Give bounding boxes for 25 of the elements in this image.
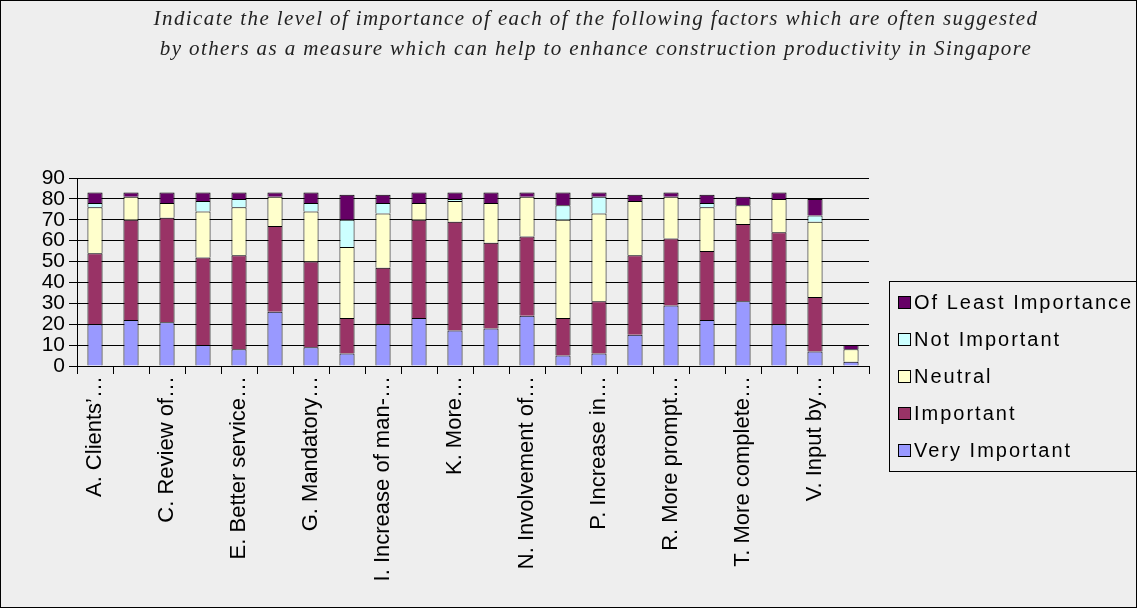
- y-tick-label: 60: [41, 227, 65, 251]
- y-tick-label: 70: [41, 206, 65, 230]
- x-tick-label: G. Mandatory…: [297, 376, 323, 532]
- legend-label: Of Least Importance: [914, 291, 1134, 314]
- legend-label: Neutral: [914, 365, 993, 388]
- x-tick-label: A. Clients’…: [81, 376, 107, 498]
- y-tick-label: 40: [41, 269, 65, 293]
- x-tick-label: E. Better service…: [225, 376, 251, 560]
- x-tick-label: C. Review of…: [153, 376, 179, 523]
- x-tick-label: R. More prompt…: [657, 376, 683, 551]
- y-tick-label: 30: [41, 290, 65, 314]
- y-tick-label: 0: [53, 352, 65, 376]
- x-tick-label: K. More…: [441, 376, 467, 476]
- y-tick-label: 90: [41, 164, 65, 188]
- legend-label: Important: [914, 402, 1017, 425]
- legend-label: Very Important: [914, 439, 1073, 462]
- legend-label: Not Important: [914, 328, 1062, 351]
- y-tick-label: 50: [41, 248, 65, 272]
- x-tick-label: T. More complete…: [729, 376, 755, 567]
- x-tick-label: N. Involvement of…: [513, 376, 539, 570]
- chart-title: Indicate the level of importance of each of the following factors which are often suggested by others as a measure which can help to enhance construction productivity in Singapore: [152, 5, 1040, 62]
- x-tick-label: I. Increase of man-…: [369, 376, 395, 582]
- x-tick-label: V. Input by…: [801, 376, 827, 502]
- y-tick-label: 80: [41, 185, 65, 209]
- x-tick-label: P. Increase in…: [585, 376, 611, 530]
